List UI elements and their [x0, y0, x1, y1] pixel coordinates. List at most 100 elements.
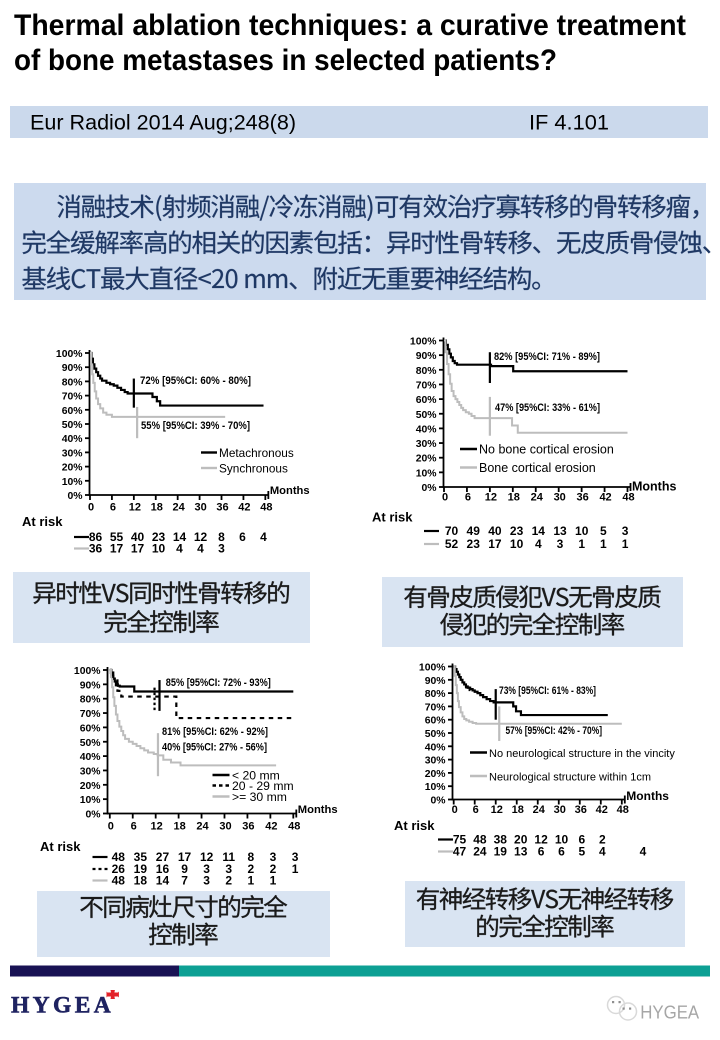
svg-text:52: 52	[445, 537, 459, 551]
svg-text:36: 36	[577, 492, 589, 504]
svg-text:6: 6	[579, 833, 586, 847]
svg-text:40%: 40%	[80, 752, 101, 763]
svg-text:24: 24	[473, 845, 487, 859]
svg-text:19: 19	[134, 862, 148, 876]
svg-text:17: 17	[110, 542, 124, 556]
svg-text:6: 6	[538, 845, 545, 859]
svg-text:Months: Months	[298, 804, 338, 816]
svg-text:8: 8	[218, 530, 225, 544]
svg-text:42: 42	[238, 502, 250, 514]
svg-text:At risk: At risk	[372, 510, 413, 525]
svg-text:20%: 20%	[80, 781, 101, 792]
svg-text:48: 48	[473, 833, 487, 847]
svg-text:36: 36	[216, 502, 228, 514]
svg-text:At risk: At risk	[22, 514, 63, 529]
svg-text:60%: 60%	[80, 723, 101, 734]
svg-text:48: 48	[112, 850, 126, 864]
svg-text:20%: 20%	[62, 463, 83, 474]
svg-text:No bone cortical erosion: No bone cortical erosion	[479, 443, 614, 457]
svg-text:6: 6	[110, 502, 116, 514]
svg-text:42: 42	[265, 821, 277, 833]
svg-text:>= 30 mm: >= 30 mm	[232, 790, 287, 804]
svg-text:0%: 0%	[85, 810, 100, 821]
svg-text:6: 6	[239, 530, 246, 544]
svg-text:50%: 50%	[425, 729, 446, 740]
svg-text:18: 18	[512, 804, 524, 816]
svg-text:10%: 10%	[62, 477, 83, 488]
svg-text:of bone metastases in selected: of bone metastases in selected patients?	[14, 44, 557, 77]
svg-text:72% [95%CI: 60% - 80%]: 72% [95%CI: 60% - 80%]	[140, 375, 251, 387]
svg-text:70%: 70%	[80, 709, 101, 720]
svg-text:Months: Months	[270, 485, 310, 497]
svg-text:7: 7	[181, 874, 188, 888]
svg-text:20: 20	[514, 833, 528, 847]
svg-text:27: 27	[156, 850, 170, 864]
svg-text:40: 40	[488, 524, 502, 538]
svg-text:3: 3	[292, 850, 299, 864]
svg-text:48: 48	[260, 502, 272, 514]
svg-text:90%: 90%	[80, 680, 101, 691]
svg-text:0%: 0%	[67, 491, 82, 502]
svg-text:30%: 30%	[80, 766, 101, 777]
svg-text:5: 5	[600, 524, 607, 538]
svg-text:18: 18	[173, 821, 185, 833]
svg-text:13: 13	[514, 845, 528, 859]
svg-text:36: 36	[242, 821, 254, 833]
svg-text:Synchronous: Synchronous	[219, 461, 288, 475]
svg-text:6: 6	[465, 492, 471, 504]
svg-text:35: 35	[134, 850, 148, 864]
svg-text:10%: 10%	[425, 782, 446, 793]
svg-text:20%: 20%	[416, 454, 437, 465]
svg-text:6: 6	[558, 845, 565, 859]
svg-text:55% [95%CI: 39% - 70%]: 55% [95%CI: 39% - 70%]	[141, 420, 250, 432]
svg-text:14: 14	[532, 524, 546, 538]
svg-text:1: 1	[270, 874, 277, 888]
svg-text:Metachronous: Metachronous	[219, 446, 294, 460]
svg-text:3: 3	[557, 537, 564, 551]
svg-text:0: 0	[452, 804, 458, 816]
svg-text:11: 11	[222, 850, 235, 864]
svg-text:24: 24	[196, 821, 209, 833]
svg-text:50%: 50%	[80, 738, 101, 749]
svg-text:40% [95%CI: 27% - 56%]: 40% [95%CI: 27% - 56%]	[162, 742, 267, 754]
svg-text:24: 24	[531, 492, 544, 504]
svg-text:30%: 30%	[416, 439, 437, 450]
svg-text:9: 9	[181, 862, 188, 876]
svg-text:14: 14	[173, 530, 187, 544]
svg-text:48: 48	[622, 492, 634, 504]
svg-text:HYGEA: HYGEA	[640, 1002, 699, 1022]
svg-text:Thermal ablation techniques: a: Thermal ablation techniques: a curative …	[14, 9, 686, 42]
svg-text:12: 12	[491, 804, 503, 816]
svg-text:No neurological structure in t: No neurological structure in the vincity	[489, 748, 675, 760]
svg-text:30: 30	[194, 502, 206, 514]
svg-text:42: 42	[596, 804, 608, 816]
svg-text:17: 17	[178, 850, 192, 864]
svg-text:6: 6	[131, 821, 137, 833]
svg-text:12: 12	[200, 850, 214, 864]
svg-text:30%: 30%	[62, 448, 83, 459]
svg-text:10: 10	[555, 833, 569, 847]
svg-text:HYGEA: HYGEA	[639, 1001, 698, 1021]
svg-text:3: 3	[270, 850, 277, 864]
svg-text:18: 18	[134, 874, 148, 888]
svg-text:23: 23	[152, 530, 166, 544]
svg-text:70: 70	[445, 524, 459, 538]
svg-text:1: 1	[292, 862, 299, 876]
svg-text:42: 42	[599, 492, 611, 504]
svg-text:3: 3	[203, 862, 210, 876]
svg-text:12: 12	[534, 833, 548, 847]
svg-text:3: 3	[225, 862, 232, 876]
svg-text:2: 2	[270, 862, 277, 876]
svg-text:40%: 40%	[416, 424, 437, 435]
svg-text:< 20 mm: < 20 mm	[232, 769, 280, 783]
svg-text:IF 4.101: IF 4.101	[529, 112, 609, 135]
svg-text:47: 47	[453, 845, 467, 859]
svg-text:20%: 20%	[425, 769, 446, 780]
svg-text:10: 10	[510, 537, 524, 551]
svg-text:10%: 10%	[416, 468, 437, 479]
svg-text:10: 10	[575, 524, 589, 538]
svg-text:36: 36	[89, 542, 103, 556]
svg-text:48: 48	[288, 821, 300, 833]
svg-text:47% [95%CI: 33% - 61%]: 47% [95%CI: 33% - 61%]	[495, 402, 600, 414]
svg-text:57% [95%CI: 42% - 70%]: 57% [95%CI: 42% - 70%]	[506, 725, 603, 737]
